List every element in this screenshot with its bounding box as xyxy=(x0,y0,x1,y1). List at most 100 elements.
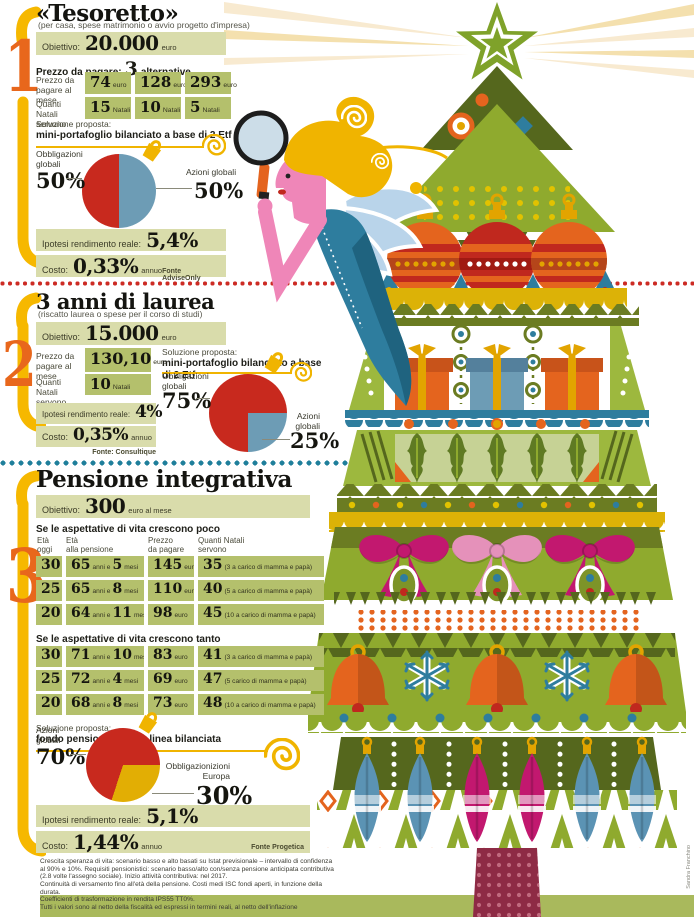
tree-star-icon xyxy=(456,2,538,80)
bells-band xyxy=(308,633,686,733)
cost-value: 1,44% xyxy=(73,830,139,854)
section3-objective-bar: Obiettivo: 300 euro al mese xyxy=(36,495,310,518)
holly-band xyxy=(343,418,651,486)
pie2-right-label: Azioni globali xyxy=(295,411,320,431)
objective-label: Obiettivo: xyxy=(42,505,81,515)
objective-value: 15.000 xyxy=(85,321,159,345)
angel-illustration xyxy=(233,96,448,406)
pie1-left-pct: 50% xyxy=(36,168,86,193)
section2-cost-bar: Costo: 0,35% annuo xyxy=(36,426,156,447)
leader-line xyxy=(196,398,210,399)
yield-value: 5,4% xyxy=(146,228,198,252)
solution-label: Soluzione proposta: xyxy=(36,723,112,733)
pie3-left-pct: 70% xyxy=(36,744,86,769)
natali-cells: 15 Natali 10 Natali 5 Natali xyxy=(85,97,231,119)
swirl-icon xyxy=(264,738,300,771)
ornament-cap-icon xyxy=(142,140,162,162)
objective-unit: euro xyxy=(161,333,177,342)
monthly-price-cells: 74 euro 128 euro 293 euro xyxy=(85,72,237,94)
natali-cell: 15 Natali xyxy=(85,97,131,119)
angel-dress xyxy=(313,209,412,406)
yield-label: Ipotesi rendimento reale: xyxy=(42,815,142,825)
star-rays xyxy=(224,2,694,78)
yield-label: Ipotesi rendimento reale: xyxy=(42,239,142,249)
natali-cell: 5 Natali xyxy=(185,97,231,119)
price-cell: 130,10 euro xyxy=(85,348,167,372)
yield-value: 4% xyxy=(135,402,163,422)
footnote: Crescita speranza di vita: scenario bass… xyxy=(40,858,334,911)
natali-label: Quanti Natali servono xyxy=(36,99,67,129)
cost-label: Costo: xyxy=(42,841,69,851)
table-cell: 72 anni e 4 mesi xyxy=(66,670,144,691)
source-label: Fonte Progetica xyxy=(251,844,304,851)
objective-label: Obiettivo: xyxy=(42,332,81,342)
table-cell: 98 euro xyxy=(148,604,194,625)
section1-objective-bar: Obiettivo: 20.000 euro xyxy=(36,32,226,55)
section3-title: Pensione integrativa xyxy=(36,466,292,493)
table-cell: 110euro xyxy=(148,580,194,601)
leader-line xyxy=(262,439,290,440)
portfolio-pie-chart-1 xyxy=(82,154,156,228)
table-cell: 69 euro xyxy=(148,670,194,691)
section2-number: 2 xyxy=(2,328,37,401)
solution-label: Soluzione proposta: xyxy=(36,119,112,129)
section1-subtitle: (per casa, spese matrimonio o avvio prog… xyxy=(38,20,250,30)
pie2-left-label: Obbligazioni globali xyxy=(162,371,209,391)
tree-second-tier xyxy=(379,104,615,232)
pie1-right-pct: 50% xyxy=(194,178,244,203)
decor-rule xyxy=(162,372,292,374)
bows-band xyxy=(321,527,673,605)
table-cell: 30 xyxy=(36,646,62,667)
section2-title: 3 anni di laurea xyxy=(36,289,215,314)
section-pensione: 3 Pensione integrativa Obiettivo: 300 eu… xyxy=(0,462,340,911)
price-cell: 293 euro xyxy=(185,72,237,94)
decor-rule xyxy=(36,146,204,148)
price-cell: 74 euro xyxy=(85,72,131,94)
table-cell: 65 anni e 5 mesi xyxy=(66,556,144,577)
source-label: Fonte AdviseOnly xyxy=(162,268,201,282)
pie2-right-pct: 25% xyxy=(290,428,340,453)
natali-cell: 10 Natali xyxy=(85,374,151,395)
natali-label: Quanti Natali servono xyxy=(36,377,67,407)
section-laurea: 2 3 anni di laurea (riscatto laurea o sp… xyxy=(0,284,340,462)
teal-dotted-separator xyxy=(0,460,368,466)
table-cell: 47 (5 carico di mamma e papà) xyxy=(198,670,324,691)
section2-subtitle: (riscatto laurea o spese per il corso di… xyxy=(38,309,203,319)
table1-title: Se le aspettative di vita crescono poco xyxy=(36,524,220,535)
source-label: Fonte: Consultique xyxy=(92,449,156,456)
table2-title: Se le aspettative di vita crescono tanto xyxy=(36,634,221,645)
zigzag-band xyxy=(355,304,639,326)
ornament-cap-icon xyxy=(138,712,158,734)
objective-value: 300 xyxy=(85,494,126,518)
col-header-eta-pensione: Età alla pensione xyxy=(66,536,114,555)
table-cell: 20 xyxy=(36,604,62,625)
w-motif-band xyxy=(334,590,660,606)
crown-band xyxy=(337,484,657,512)
table-cell: 30 xyxy=(36,556,62,577)
price-cell: 128 euro xyxy=(135,72,187,94)
monthly-price-label: Prezzo da pagare al mese xyxy=(36,75,75,105)
tree-trunk xyxy=(473,848,541,917)
solution-label: Soluzione proposta: xyxy=(162,347,238,357)
portfolio-pie-chart-2 xyxy=(209,374,287,452)
angel-hair xyxy=(284,96,448,198)
magnifier-icon xyxy=(233,110,289,214)
hanging-ornaments-band xyxy=(317,736,677,848)
leader-line xyxy=(152,793,194,794)
table-cell: 40 (5 a carico di mamma e papà) xyxy=(198,580,324,601)
solution-value: mini-portafoglio bilanciato a base di 2 … xyxy=(36,130,232,141)
objective-unit: euro xyxy=(161,43,177,52)
section3-yield-bar: Ipotesi rendimento reale: 5,1% xyxy=(36,805,310,827)
angel-arm xyxy=(258,205,327,303)
col-header-prezzo: Prezzo da pagare xyxy=(148,536,185,555)
objective-value: 20.000 xyxy=(85,31,159,55)
solution-value: mini-portafoglio bilanciato a base di 2 … xyxy=(162,358,322,381)
table-cell: 65 anni e 8 mesi xyxy=(66,580,144,601)
pie3-right-pct: 30% xyxy=(196,781,253,810)
cost-label: Costo: xyxy=(42,432,69,442)
leader-line xyxy=(66,178,82,179)
